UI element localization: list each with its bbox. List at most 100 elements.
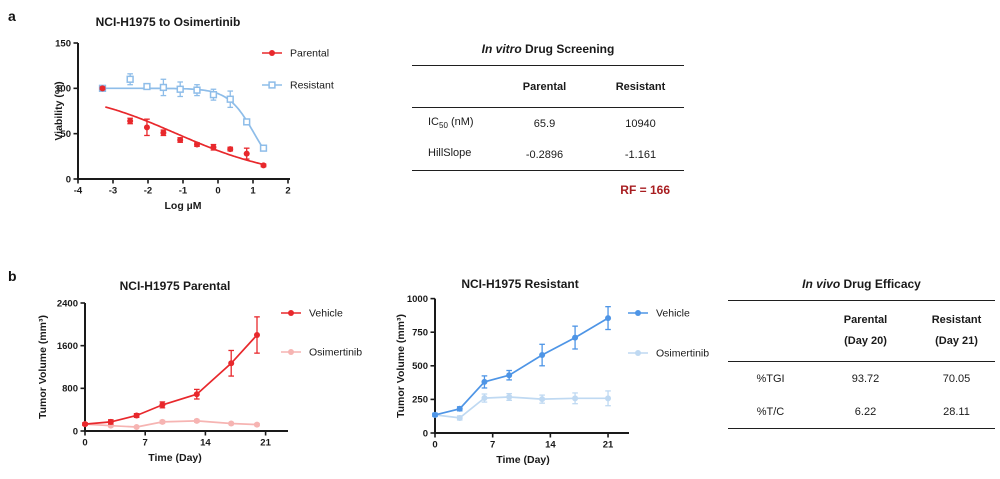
data-point	[107, 418, 114, 425]
y-tick-label: 50	[60, 129, 71, 140]
invivo-header-parental: Parental (Day 20)	[843, 314, 888, 347]
series-parental	[99, 85, 267, 169]
data-point	[126, 75, 134, 83]
table-row: %T/C 6.22 28.11	[728, 395, 995, 428]
chart-title: NCI-H1975 Parental	[120, 279, 231, 293]
series-resistant	[98, 73, 268, 152]
invitro-header-parental: Parental	[522, 80, 567, 93]
data-point	[539, 352, 546, 359]
data-point	[159, 418, 166, 425]
tgi-parental-value: 93.72	[851, 372, 880, 385]
y-tick-label: 250	[412, 395, 428, 406]
data-point	[481, 378, 488, 385]
data-point	[432, 411, 438, 418]
y-tick-label: 2400	[57, 298, 78, 309]
panel-a-label: a	[8, 8, 16, 24]
x-tick-label: 2	[285, 186, 290, 197]
data-point	[254, 332, 260, 338]
x-axis-label: Time (Day)	[496, 454, 550, 466]
y-tick-label: 150	[55, 38, 71, 49]
fit-curve	[105, 106, 263, 166]
legend-item-vehicle: Vehicle	[628, 308, 690, 320]
y-tick-label: 500	[412, 361, 428, 372]
x-tick-label: 14	[545, 440, 556, 451]
y-tick-label: 800	[62, 384, 78, 395]
tgi-resistant-value: 70.05	[942, 372, 971, 385]
chart-title: NCI-H1975 Resistant	[461, 277, 578, 291]
x-tick-label: -1	[179, 186, 188, 197]
data-point	[99, 85, 106, 92]
legend-marker	[288, 310, 294, 316]
data-point	[143, 124, 150, 131]
data-point	[226, 95, 234, 103]
table-row: HillSlope -0.2896 -1.161	[412, 139, 684, 170]
y-tick-label: 0	[66, 174, 71, 185]
y-axis-label: Tumor Volume (mm³)	[37, 315, 49, 419]
data-point	[159, 83, 168, 92]
legend-label: Vehicle	[656, 308, 690, 320]
y-tick-label: 0	[423, 428, 428, 439]
data-point	[456, 414, 463, 421]
data-point	[243, 150, 250, 157]
data-point	[209, 91, 218, 99]
chart-title: NCI-H1975 to Osimertinib	[96, 15, 241, 29]
data-point	[133, 424, 140, 430]
table-row: %TGI 93.72 70.05	[728, 362, 995, 395]
data-point	[481, 395, 488, 402]
data-point	[210, 144, 217, 151]
x-tick-label: 1	[250, 186, 256, 197]
y-tick-label: 100	[55, 84, 71, 95]
y-tick-label: 750	[412, 328, 428, 339]
x-tick-label: 0	[432, 440, 437, 451]
invitro-header-resistant: Resistant	[615, 80, 666, 93]
invivo-table-body: Parental (Day 20) Resistant (Day 21) %TG…	[728, 300, 995, 429]
invivo-header-row: Parental (Day 20) Resistant (Day 21)	[728, 301, 995, 362]
invitro-table-title: In vitro Drug Screening	[412, 42, 684, 56]
legend-label: Osimertinib	[309, 347, 362, 359]
tgi-row-label: %TGI	[756, 372, 785, 385]
legend-item-parental: Parental	[262, 48, 329, 60]
invivo-header-resistant: Resistant (Day 21)	[931, 314, 982, 347]
data-point	[193, 86, 201, 94]
y-axis-label: Viability (%)	[53, 81, 65, 140]
data-point	[133, 412, 140, 419]
data-point	[160, 129, 167, 136]
invivo-table-title: In vivo Drug Efficacy	[728, 277, 995, 291]
series-line	[84, 334, 258, 425]
y-tick-label: 0	[73, 426, 78, 437]
data-point	[506, 393, 513, 400]
x-tick-label: 21	[260, 438, 271, 449]
invitro-screening-table: In vitro Drug Screening Parental Resista…	[412, 42, 684, 197]
data-point	[193, 391, 200, 398]
invitro-header-row: Parental Resistant	[412, 66, 684, 108]
invitro-table-body: Parental Resistant IC50 (nM) 65.9 10940 …	[412, 65, 684, 171]
legend-label: Parental	[290, 48, 329, 60]
x-tick-label: 7	[490, 440, 495, 451]
data-point	[254, 421, 260, 428]
data-point	[143, 82, 151, 91]
table-row: IC50 (nM) 65.9 10940	[412, 108, 684, 139]
x-tick-label: -2	[144, 186, 152, 197]
legend-marker	[288, 349, 294, 355]
series-vehicle	[82, 316, 260, 428]
x-tick-label: -4	[74, 186, 83, 197]
chart-svg: -4 -3 -2 -1 0 1 2 0 50 100 150 NCI-H1975 to Osimert…	[53, 15, 334, 212]
data-point	[194, 141, 200, 148]
series-vehicle	[432, 306, 612, 418]
legend-marker	[268, 81, 276, 89]
x-tick-label: 21	[603, 440, 614, 451]
y-tick-label: 1600	[57, 341, 78, 352]
data-point	[605, 315, 612, 322]
data-point	[506, 372, 513, 379]
series-line	[434, 317, 609, 416]
panel-b-label: b	[8, 268, 17, 284]
y-axis-label: Tumor Volume (mm³)	[395, 314, 407, 418]
invitro-title-rest: Drug Screening	[521, 42, 615, 56]
x-tick-label: 0	[215, 186, 220, 197]
ic50-parental-value: 65.9	[533, 117, 556, 130]
rf-footnote: RF = 166	[620, 183, 670, 197]
legend-label: Vehicle	[309, 308, 343, 320]
invivo-title-italic: In vivo	[802, 277, 841, 291]
hillslope-row-label: HillSlope	[428, 147, 472, 160]
invivo-efficacy-table: In vivo Drug Efficacy Parental (Day 20) …	[728, 277, 995, 429]
